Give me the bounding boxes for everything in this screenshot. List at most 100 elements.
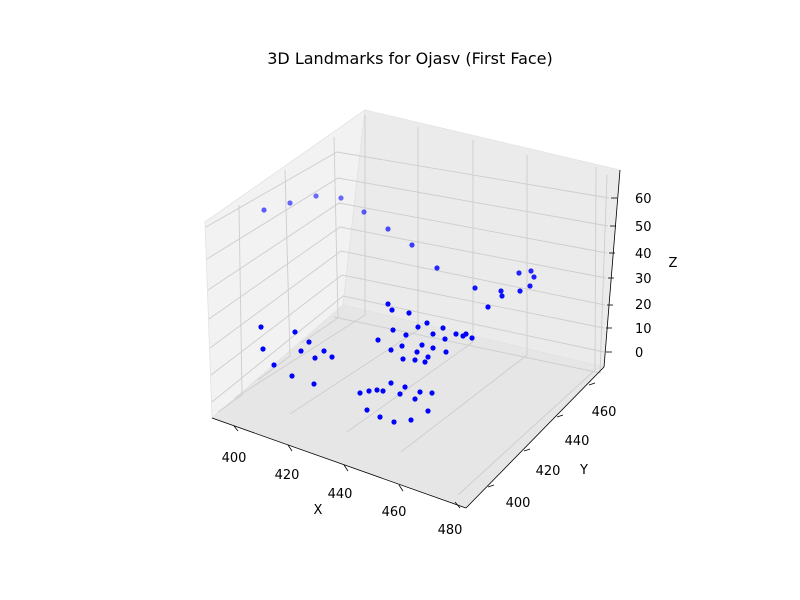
y-tick-mark-460 <box>588 382 596 386</box>
x-axis-line <box>211 417 467 509</box>
x-grid-440 <box>346 140 474 433</box>
data-point <box>258 324 264 330</box>
data-point <box>429 390 435 396</box>
data-point <box>380 388 386 394</box>
data-point <box>403 332 409 338</box>
data-point <box>385 301 391 307</box>
data-point <box>434 265 440 271</box>
y-tick-label-440: 440 <box>565 434 590 449</box>
data-point <box>397 391 403 397</box>
z-tick-label-0: 0 <box>635 346 643 361</box>
data-point <box>298 348 304 354</box>
data-point <box>366 388 372 394</box>
data-point <box>517 288 523 294</box>
data-point <box>377 414 383 420</box>
z-tick-label-10: 10 <box>635 322 652 337</box>
x-tick-label-400: 400 <box>222 451 247 466</box>
data-point <box>408 417 414 423</box>
y-axis-label: Y <box>579 463 588 478</box>
data-point <box>388 347 394 353</box>
x-tick-label-460: 460 <box>382 505 407 520</box>
y-tick-label-400: 400 <box>506 496 531 511</box>
z-tick-label-50: 50 <box>635 220 652 235</box>
x-tick-mark-460 <box>398 484 404 492</box>
data-point <box>419 342 425 348</box>
data-point <box>498 288 504 294</box>
data-point <box>463 331 469 337</box>
y-tick-mark-400 <box>487 484 495 488</box>
data-point <box>390 327 396 333</box>
data-point <box>321 348 327 354</box>
data-point <box>472 285 478 291</box>
data-point <box>415 324 421 330</box>
z-tick-label-20: 20 <box>635 298 652 313</box>
data-point <box>499 293 505 299</box>
x-grid-400 <box>234 115 366 399</box>
z-axis-line <box>603 169 621 368</box>
data-point <box>414 349 420 355</box>
x-tick-mark-440 <box>343 464 349 472</box>
x-grid-480 <box>457 166 597 496</box>
data-point <box>385 226 391 232</box>
x-tick-mark-480 <box>454 501 461 509</box>
x-grid-420 <box>289 127 419 415</box>
data-point <box>402 384 408 390</box>
z-grid-40 <box>207 202 608 291</box>
x-tick-mark-420 <box>287 444 293 452</box>
data-point <box>412 396 418 402</box>
y-axis-line <box>465 366 605 509</box>
data-point <box>527 283 533 289</box>
data-point <box>425 408 431 414</box>
x-tick-label-420: 420 <box>275 468 300 483</box>
x-axis-label: X <box>314 503 323 518</box>
y-tick-label-420: 420 <box>536 464 561 479</box>
z-grid-0 <box>211 295 605 403</box>
data-point <box>329 354 335 360</box>
data-point <box>312 355 318 361</box>
z-tick-label-40: 40 <box>635 247 652 262</box>
data-point <box>375 337 381 343</box>
data-point <box>422 359 428 365</box>
data-point <box>391 419 397 425</box>
data-point <box>292 329 298 335</box>
y-grid-460 <box>333 174 608 374</box>
data-point <box>417 389 423 395</box>
data-points <box>258 193 537 425</box>
chart-title: 3D Landmarks for Ojasv (First Face) <box>267 49 553 68</box>
z-tick-label-30: 30 <box>635 272 652 287</box>
data-point <box>531 274 537 280</box>
z-tick-label-60: 60 <box>635 192 652 207</box>
data-point <box>388 380 394 386</box>
data-point <box>260 346 266 352</box>
data-point <box>443 349 449 355</box>
z-grid-20 <box>209 250 606 349</box>
data-point <box>424 320 430 326</box>
z-grid-30 <box>208 226 607 320</box>
y-tick-label-460: 460 <box>592 405 617 420</box>
data-point <box>528 268 534 274</box>
data-point <box>338 195 344 201</box>
data-point <box>287 200 293 206</box>
data-point <box>306 339 312 345</box>
y-tick-mark-420 <box>523 448 531 452</box>
data-point <box>311 381 317 387</box>
data-point <box>400 356 406 362</box>
data-point <box>430 331 436 337</box>
z-grid-50 <box>206 177 609 260</box>
data-point <box>430 345 436 351</box>
data-point <box>289 373 295 379</box>
data-point <box>389 307 395 313</box>
x-grid-460 <box>400 155 528 453</box>
x-tick-label-480: 480 <box>438 523 463 538</box>
data-point <box>374 387 380 393</box>
tick-marks <box>233 197 617 509</box>
z-axis-label: Z <box>669 256 678 271</box>
data-point <box>357 390 363 396</box>
data-point <box>485 304 491 310</box>
data-point <box>412 357 418 363</box>
x-tick-label-440: 440 <box>328 487 353 502</box>
y-grid-420 <box>257 169 291 381</box>
data-point <box>409 242 415 248</box>
data-point <box>440 325 446 331</box>
